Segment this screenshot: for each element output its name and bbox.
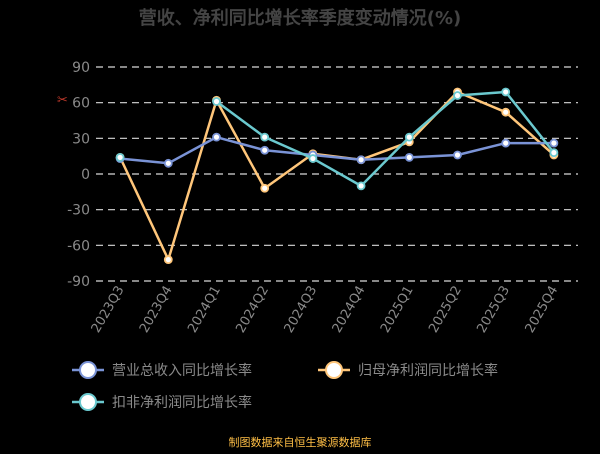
legend-item: 营业总收入同比增长率 [72, 361, 252, 379]
legend-marker [79, 361, 97, 379]
legend-marker [325, 361, 343, 379]
x-tick-label: 2023Q3 [89, 284, 128, 336]
legend-item: 归母净利润同比增长率 [318, 361, 498, 379]
x-tick-label: 2024Q1 [185, 284, 224, 336]
y-tick-label: -60 [67, 238, 90, 254]
series-line [118, 90, 555, 261]
legend-marker [79, 393, 97, 411]
x-tick-label: 2024Q2 [233, 284, 272, 336]
x-tick-label: 2025Q2 [426, 284, 465, 336]
source-note: 制图数据来自恒生聚源数据库 [229, 435, 372, 449]
data-point [115, 152, 125, 162]
series-lines [115, 87, 559, 265]
data-point [453, 150, 462, 160]
data-point [163, 158, 173, 168]
x-tick-label: 2023Q4 [137, 284, 176, 336]
y-tick-label: 0 [81, 167, 90, 183]
x-tick-label: 2024Q4 [330, 284, 369, 336]
legend-item: 扣非净利润同比增长率 [72, 393, 252, 411]
series-line [215, 90, 555, 188]
y-axis-ticks: 90 60 30 0 -30 -60 -90 [67, 60, 90, 290]
y-tick-label: 90 [72, 60, 90, 76]
y-tick-label: -90 [67, 274, 90, 290]
data-point [308, 154, 318, 163]
data-point [549, 138, 559, 148]
y-tick-label: -30 [67, 203, 90, 219]
x-axis-ticks: 2023Q3 2023Q4 2024Q1 2024Q2 2024Q3 2024Q4 2025… [89, 284, 562, 336]
x-tick-label: 2024Q3 [282, 284, 321, 336]
data-point [356, 155, 366, 165]
data-point [549, 148, 559, 158]
series-2 [115, 87, 559, 191]
data-point [356, 181, 366, 191]
legend-label: 归母净利润同比增长率 [358, 362, 498, 379]
y-tick-label: 30 [72, 131, 90, 147]
data-point [260, 183, 270, 193]
data-point [212, 132, 221, 142]
data-point [212, 97, 221, 106]
data-point [501, 87, 511, 97]
scissors-icon: ✂ [57, 93, 68, 108]
x-tick-label: 2025Q4 [523, 284, 562, 336]
x-tick-label: 2025Q1 [378, 284, 417, 336]
data-point [404, 152, 414, 162]
data-point [501, 138, 511, 148]
data-point [501, 107, 511, 117]
x-tick-label: 2025Q3 [474, 284, 513, 336]
chart-title: 营收、净利同比增长率季度变动情况(%) [139, 7, 462, 29]
legend-label: 营业总收入同比增长率 [112, 362, 252, 379]
legend-label: 扣非净利润同比增长率 [112, 394, 252, 411]
data-point [260, 145, 270, 155]
data-point [163, 255, 173, 265]
data-point [260, 132, 270, 142]
y-tick-label: 60 [72, 96, 90, 112]
grid-lines [96, 66, 578, 282]
series-1 [115, 87, 559, 265]
series-line [119, 135, 554, 165]
data-point [453, 91, 462, 100]
data-point [404, 132, 414, 142]
